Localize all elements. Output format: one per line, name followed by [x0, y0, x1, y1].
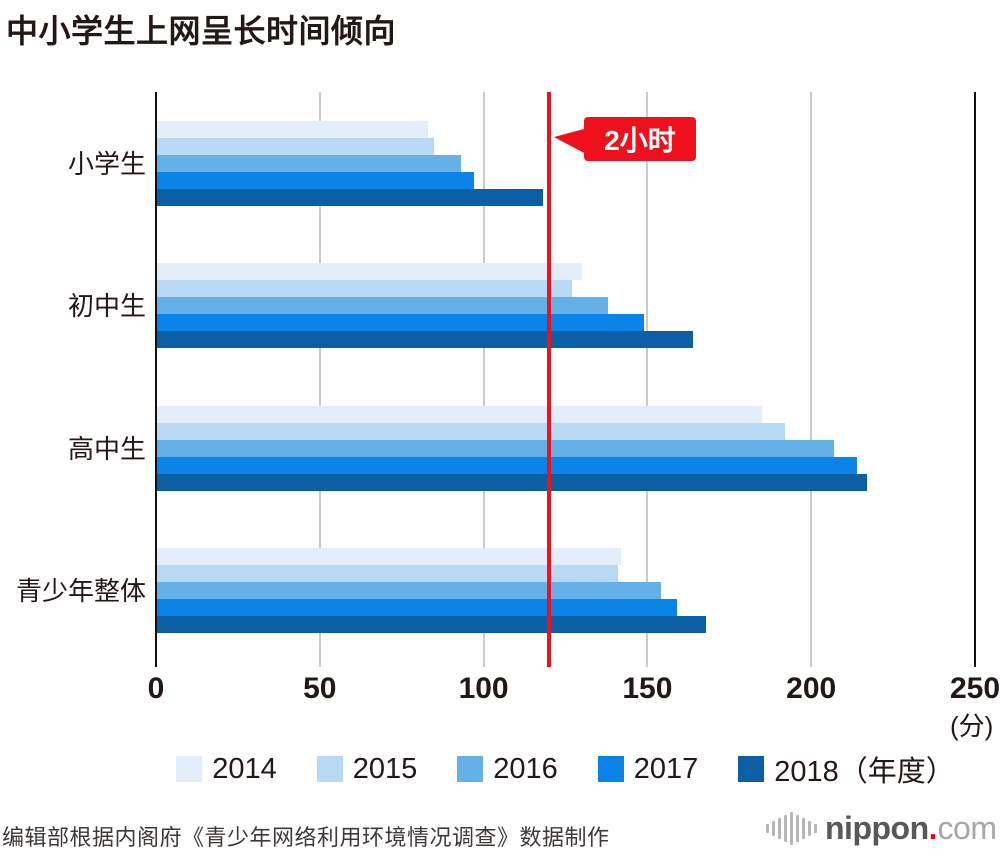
bar-2017: [156, 314, 645, 331]
bar-group: [156, 121, 975, 206]
reference-line: [547, 92, 552, 667]
x-tick-label: 150: [622, 672, 673, 705]
legend-item-2016: 2016: [457, 753, 558, 786]
soundwave-bar: [784, 814, 787, 842]
category-label: 青少年整体: [15, 575, 146, 606]
bar-2018: [156, 331, 694, 348]
logo-text-suffix: com: [937, 810, 997, 846]
soundwave-bar: [796, 814, 799, 842]
soundwave-bar: [808, 820, 811, 836]
soundwave-bar: [772, 820, 775, 836]
x-tick-label: 200: [786, 672, 837, 705]
soundwave-bar: [778, 817, 781, 839]
axis-unit-label: (分): [950, 711, 994, 741]
legend-item-2015: 2015: [316, 752, 418, 786]
x-tick-label: 50: [303, 672, 337, 705]
reference-line-callout: 2小时: [554, 117, 696, 161]
axis-line: [974, 92, 976, 667]
legend-swatch: [176, 756, 203, 782]
logo-dot: .: [928, 810, 938, 846]
bar-2015: [156, 280, 573, 297]
logo-text: nippon.com: [825, 810, 997, 846]
legend: 2014 2015 2016 2017 2018（年度）: [156, 748, 975, 790]
legend-label: 2017: [633, 752, 699, 785]
gridline: [318, 92, 321, 667]
category-label: 高中生: [67, 433, 146, 464]
bar-2014: [156, 121, 428, 138]
axis-line: [155, 92, 157, 667]
logo-text-main: nippon: [825, 810, 929, 846]
x-tick-label: 250: [949, 672, 1000, 705]
page-title: 中小学生上网呈长时间倾向: [6, 13, 397, 49]
legend-label: 2018（年度）: [774, 756, 955, 788]
legend-item-2014: 2014: [176, 753, 277, 786]
soundwave-bar: [814, 823, 817, 833]
bar-2015: [156, 423, 785, 440]
legend-swatch: [457, 756, 484, 782]
bar-2016: [156, 297, 609, 314]
bar-2015: [156, 565, 618, 582]
reference-line-label: 2小时: [604, 125, 676, 156]
bar-2014: [156, 263, 582, 280]
legend-label: 2016: [493, 752, 558, 785]
legend-label: 2015: [352, 752, 418, 785]
bar-2018: [156, 616, 707, 633]
bar-2016: [156, 582, 661, 599]
bar-group: [156, 263, 975, 348]
x-tick-label: 0: [147, 672, 165, 705]
legend-item-2018: 2018（年度）: [738, 748, 955, 790]
x-tick-label: 100: [458, 672, 509, 705]
source-note: 编辑部根据内阁府《青少年网络利用环境情况调查》数据制作: [2, 825, 610, 850]
bar-2017: [156, 457, 858, 474]
bar-2017: [156, 172, 474, 189]
category-label: 初中生: [67, 290, 146, 321]
soundwave-icon: [766, 810, 817, 846]
bar-2018: [156, 189, 543, 206]
category-label: 小学生: [67, 148, 146, 179]
legend-swatch: [738, 756, 765, 782]
bar-2018: [156, 474, 867, 491]
nippon-logo: nippon.com: [766, 810, 997, 846]
soundwave-bar: [790, 811, 793, 845]
bar-group: [156, 406, 975, 491]
bar-2014: [156, 548, 622, 565]
soundwave-bar: [766, 823, 769, 833]
soundwave-bar: [802, 817, 805, 839]
bar-2014: [156, 406, 763, 423]
plot-area: [155, 92, 976, 667]
gridline: [482, 92, 485, 667]
legend-swatch: [316, 756, 343, 782]
legend-swatch: [597, 756, 624, 782]
gridline: [646, 92, 649, 667]
legend-label: 2014: [212, 752, 277, 785]
bar-2015: [156, 138, 435, 155]
bar-group: [156, 548, 975, 633]
gridline: [810, 92, 813, 667]
legend-item-2017: 2017: [597, 752, 699, 786]
bar-2016: [156, 155, 461, 172]
bar-2017: [156, 599, 677, 616]
bar-2016: [156, 440, 835, 457]
